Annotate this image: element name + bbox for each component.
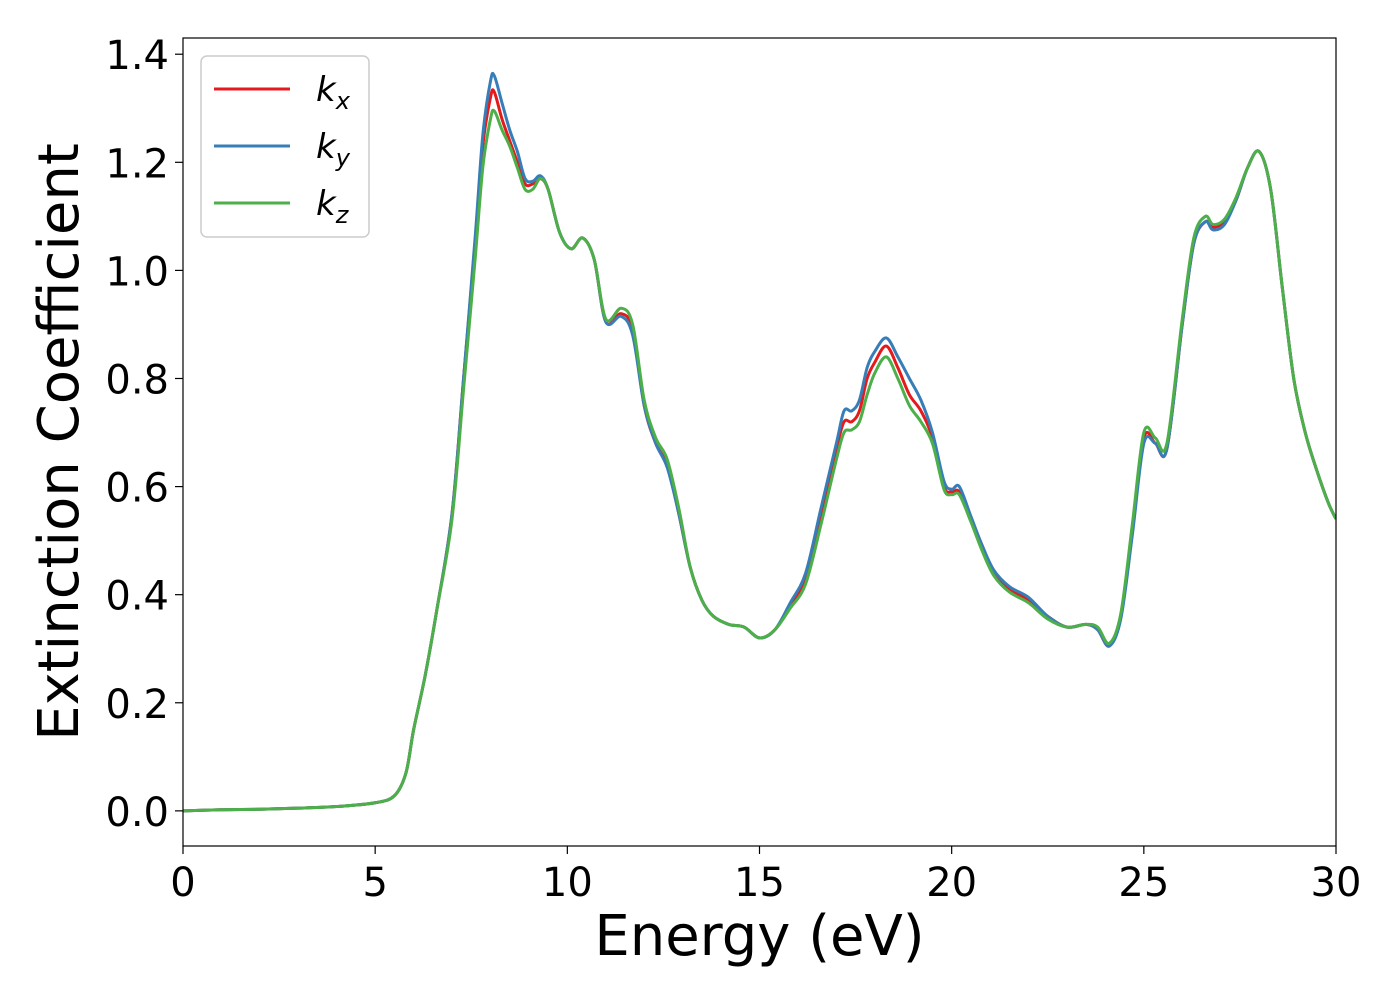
legend-label-main: k — [316, 184, 337, 224]
x-tick-label: 0 — [170, 860, 195, 906]
series-line-z — [183, 108, 1336, 813]
y-axis-label: Extinction Coefficient — [27, 143, 92, 741]
y-tick-label: 1.4 — [105, 33, 169, 79]
x-tick-label: 25 — [1118, 860, 1169, 906]
legend-label-sub: z — [335, 201, 350, 229]
y-tick-label: 1.2 — [105, 141, 169, 187]
x-axis-label: Energy (eV) — [594, 904, 924, 969]
legend-label-sub: x — [335, 87, 351, 115]
y-axis: 0.0 0.2 0.4 0.6 0.8 1.0 1.2 1.4 — [105, 33, 183, 836]
x-tick-label: 15 — [734, 860, 785, 906]
legend-entry-z: kz — [316, 184, 350, 229]
x-axis: 0 5 10 15 20 25 30 — [170, 846, 1361, 906]
legend-label-main: k — [316, 127, 337, 167]
x-tick-label: 10 — [542, 860, 593, 906]
legend-entry-y: ky — [316, 127, 351, 172]
legend-label-sub: y — [335, 144, 351, 172]
y-tick-label: 0.6 — [105, 466, 169, 512]
legend-label-main: k — [316, 70, 337, 110]
y-tick-label: 0.4 — [105, 574, 169, 620]
x-tick-label: 5 — [362, 860, 387, 906]
x-tick-label: 20 — [926, 860, 977, 906]
x-tick-label: 30 — [1311, 860, 1362, 906]
y-tick-label: 1.0 — [105, 249, 169, 295]
legend-entry-x: kx — [316, 70, 351, 115]
plot-lines — [183, 71, 1336, 813]
y-tick-label: 0.8 — [105, 357, 169, 403]
y-tick-label: 0.0 — [105, 790, 169, 836]
y-tick-label: 0.2 — [105, 682, 169, 728]
